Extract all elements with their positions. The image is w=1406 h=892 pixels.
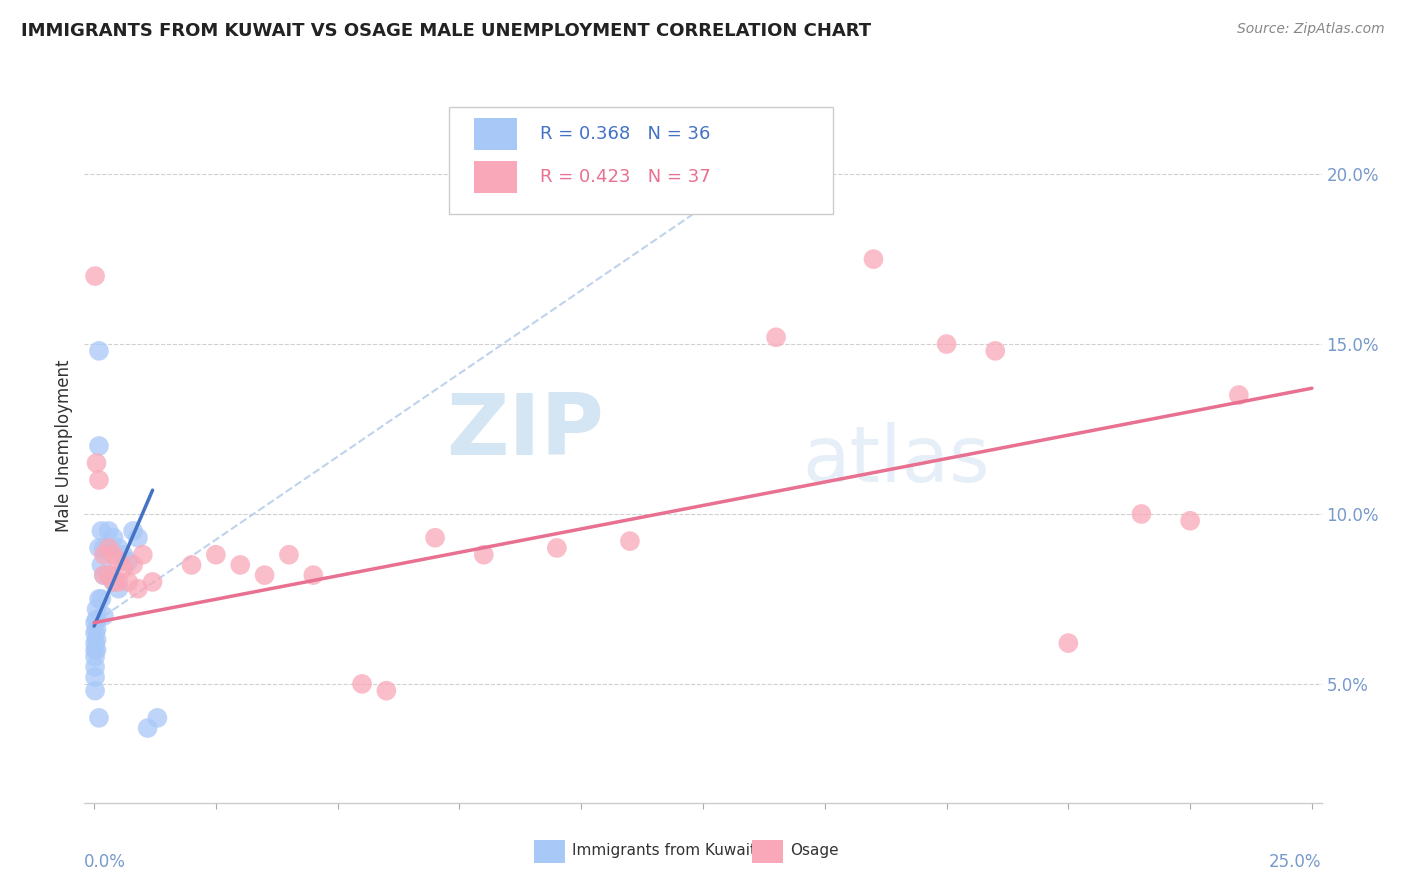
Point — [93, 568, 115, 582]
Point — [84, 615, 107, 630]
Point — [93, 548, 115, 562]
Point — [90, 558, 112, 572]
Bar — [474, 161, 517, 193]
Point — [205, 548, 228, 562]
Point — [278, 548, 301, 562]
Point — [84, 660, 107, 674]
Point — [86, 632, 108, 647]
Point — [87, 439, 110, 453]
Text: 0.0%: 0.0% — [84, 853, 127, 871]
Point — [90, 524, 112, 538]
Point — [1130, 507, 1153, 521]
Point — [97, 524, 120, 538]
Point — [350, 677, 373, 691]
Point — [472, 548, 495, 562]
Point — [117, 555, 139, 569]
Point — [90, 591, 112, 606]
Point — [423, 531, 446, 545]
Point — [97, 541, 120, 555]
Y-axis label: Male Unemployment: Male Unemployment — [55, 359, 73, 533]
Point — [86, 602, 108, 616]
Point — [132, 548, 155, 562]
Text: Immigrants from Kuwait: Immigrants from Kuwait — [572, 844, 756, 858]
Point — [93, 608, 115, 623]
Text: 25.0%: 25.0% — [1270, 853, 1322, 871]
Point — [546, 541, 568, 555]
Text: Osage: Osage — [790, 844, 839, 858]
Point — [127, 582, 149, 596]
Point — [142, 574, 165, 589]
Point — [93, 568, 115, 582]
Point — [1227, 388, 1250, 402]
Point — [103, 548, 125, 562]
Point — [103, 531, 125, 545]
Point — [112, 561, 135, 575]
Point — [375, 683, 398, 698]
Point — [229, 558, 252, 572]
Point — [146, 711, 169, 725]
Point — [122, 524, 145, 538]
Point — [84, 649, 107, 664]
Text: atlas: atlas — [801, 422, 990, 499]
Point — [84, 269, 107, 284]
Point — [122, 558, 145, 572]
Point — [84, 636, 107, 650]
Point — [935, 337, 957, 351]
Point — [103, 574, 125, 589]
Point — [87, 343, 110, 358]
Point — [862, 252, 884, 266]
Point — [765, 330, 787, 344]
Point — [86, 643, 108, 657]
Point — [84, 670, 107, 684]
Point — [86, 456, 108, 470]
Point — [1178, 514, 1201, 528]
Text: Source: ZipAtlas.com: Source: ZipAtlas.com — [1237, 22, 1385, 37]
Point — [103, 574, 125, 589]
Point — [302, 568, 325, 582]
Point — [84, 683, 107, 698]
Point — [253, 568, 276, 582]
Point — [984, 343, 1007, 358]
Point — [107, 574, 129, 589]
Text: R = 0.368   N = 36: R = 0.368 N = 36 — [540, 125, 710, 143]
Point — [112, 548, 135, 562]
Point — [619, 534, 641, 549]
Point — [87, 711, 110, 725]
Point — [127, 531, 149, 545]
FancyBboxPatch shape — [450, 107, 832, 214]
Point — [107, 555, 129, 569]
Point — [87, 541, 110, 555]
Point — [84, 626, 107, 640]
Point — [117, 574, 139, 589]
Point — [97, 568, 120, 582]
Point — [86, 612, 108, 626]
Point — [107, 541, 129, 555]
Point — [87, 473, 110, 487]
Text: ZIP: ZIP — [446, 390, 605, 474]
Point — [97, 568, 120, 582]
Point — [1057, 636, 1080, 650]
Point — [136, 721, 159, 735]
Point — [84, 643, 107, 657]
Point — [87, 591, 110, 606]
Point — [86, 623, 108, 637]
Bar — [474, 118, 517, 150]
Point — [93, 541, 115, 555]
Text: IMMIGRANTS FROM KUWAIT VS OSAGE MALE UNEMPLOYMENT CORRELATION CHART: IMMIGRANTS FROM KUWAIT VS OSAGE MALE UNE… — [21, 22, 872, 40]
Point — [180, 558, 202, 572]
Point — [107, 582, 129, 596]
Text: R = 0.423   N = 37: R = 0.423 N = 37 — [540, 168, 710, 186]
